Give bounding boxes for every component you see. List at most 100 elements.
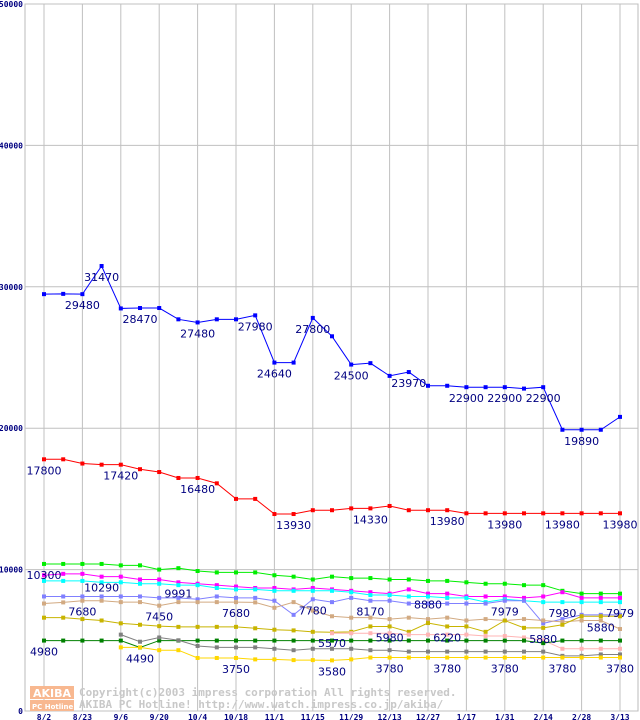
data-point-blue — [42, 292, 46, 297]
data-point-red — [99, 462, 104, 467]
data-point-periwinkle — [61, 594, 66, 599]
data-point-gray — [138, 639, 142, 644]
data-point-red — [310, 508, 315, 513]
data-point-gray — [387, 648, 392, 653]
y-tick-label: 30000 — [0, 283, 23, 292]
data-label: 3780 — [606, 663, 634, 676]
data-point-pink — [426, 632, 430, 637]
data-point-periwinkle — [157, 595, 162, 600]
data-point-cyan — [42, 578, 46, 583]
data-point-darkgreen — [291, 638, 296, 643]
data-point-magenta — [272, 585, 277, 590]
data-point-darkgreen — [541, 641, 546, 646]
data-point-darkgreen — [387, 638, 392, 643]
data-point-blue — [99, 264, 104, 269]
data-point-tan — [80, 598, 85, 603]
data-point-periwinkle — [426, 601, 430, 606]
data-point-gray — [176, 638, 181, 643]
data-point-pink — [579, 646, 584, 651]
data-point-blue — [368, 361, 373, 366]
data-point-blue — [310, 315, 315, 320]
data-point-periwinkle — [118, 594, 123, 599]
data-point-periwinkle — [253, 595, 258, 600]
data-point-cyan — [387, 593, 392, 598]
data-point-cyan — [253, 587, 258, 592]
data-point-darkgreen — [483, 638, 488, 643]
data-point-yellow — [445, 655, 450, 660]
data-point-olive — [502, 618, 507, 623]
data-point-red — [349, 506, 354, 511]
data-point-magenta — [579, 595, 584, 600]
data-point-olive — [272, 627, 277, 632]
data-label: 3780 — [433, 663, 461, 676]
data-point-lime — [214, 570, 219, 575]
data-point-blue — [406, 370, 411, 375]
data-label: 5570 — [318, 637, 346, 650]
data-point-tan — [42, 601, 46, 606]
data-point-yellow — [541, 655, 546, 660]
data-label: 10290 — [84, 582, 119, 595]
data-point-lime — [406, 577, 411, 582]
data-point-cyan — [310, 588, 315, 593]
data-point-darkgreen — [253, 638, 258, 643]
data-point-red — [502, 511, 507, 516]
data-point-yellow — [579, 655, 584, 660]
data-point-olive — [118, 621, 123, 626]
data-point-red — [61, 457, 66, 462]
data-point-tan — [157, 603, 162, 608]
y-tick-label: 10000 — [0, 566, 23, 575]
data-point-lime — [387, 577, 392, 582]
data-point-cyan — [598, 600, 603, 605]
data-point-blue — [176, 317, 181, 322]
data-point-olive — [42, 615, 46, 620]
data-point-tan — [349, 615, 354, 620]
data-point-tan — [483, 617, 488, 622]
data-point-gray — [157, 635, 162, 640]
data-point-tan — [464, 618, 469, 623]
data-point-blue — [445, 383, 450, 388]
data-point-lime — [330, 574, 334, 579]
data-point-periwinkle — [176, 595, 181, 600]
data-label: 13980 — [487, 518, 522, 531]
data-point-lime — [579, 591, 584, 596]
data-point-yellow — [560, 655, 565, 660]
data-point-tan — [138, 600, 142, 605]
watermark-logo-bottom: PC Hotline! — [32, 703, 76, 711]
data-point-yellow — [598, 655, 603, 660]
data-point-red — [464, 511, 469, 516]
data-point-tan — [310, 608, 315, 613]
data-label: 7980 — [548, 607, 576, 620]
data-point-darkgreen — [80, 638, 85, 643]
data-point-cyan — [464, 595, 469, 600]
data-point-magenta — [234, 584, 238, 589]
data-point-tan — [214, 600, 219, 605]
data-point-blue — [138, 306, 142, 311]
data-point-periwinkle — [560, 617, 565, 622]
data-point-magenta — [176, 580, 181, 585]
data-point-lime — [272, 573, 277, 578]
data-point-pink — [598, 646, 603, 651]
data-point-darkgreen — [618, 638, 622, 643]
data-label: 23970 — [391, 377, 426, 390]
data-point-olive — [522, 625, 526, 630]
data-point-yellow — [330, 658, 334, 663]
data-point-tan — [234, 600, 238, 605]
data-point-darkgreen — [61, 638, 66, 643]
data-point-pink — [541, 638, 546, 643]
data-label: 13980 — [603, 518, 638, 531]
data-point-lime — [234, 570, 238, 575]
y-tick-label: 40000 — [0, 141, 23, 150]
data-point-lime — [541, 583, 546, 588]
data-label: 22900 — [449, 392, 484, 405]
data-label: 5880 — [587, 621, 615, 634]
data-point-red — [560, 511, 565, 516]
data-label: 3780 — [548, 663, 576, 676]
data-point-darkgreen — [99, 638, 104, 643]
data-point-periwinkle — [42, 594, 46, 599]
data-point-gray — [330, 646, 334, 651]
data-point-darkgreen — [234, 638, 238, 643]
data-point-pink — [330, 631, 334, 636]
data-label: 27980 — [238, 320, 273, 333]
data-point-darkgreen — [502, 638, 507, 643]
data-label: 10300 — [27, 569, 62, 582]
